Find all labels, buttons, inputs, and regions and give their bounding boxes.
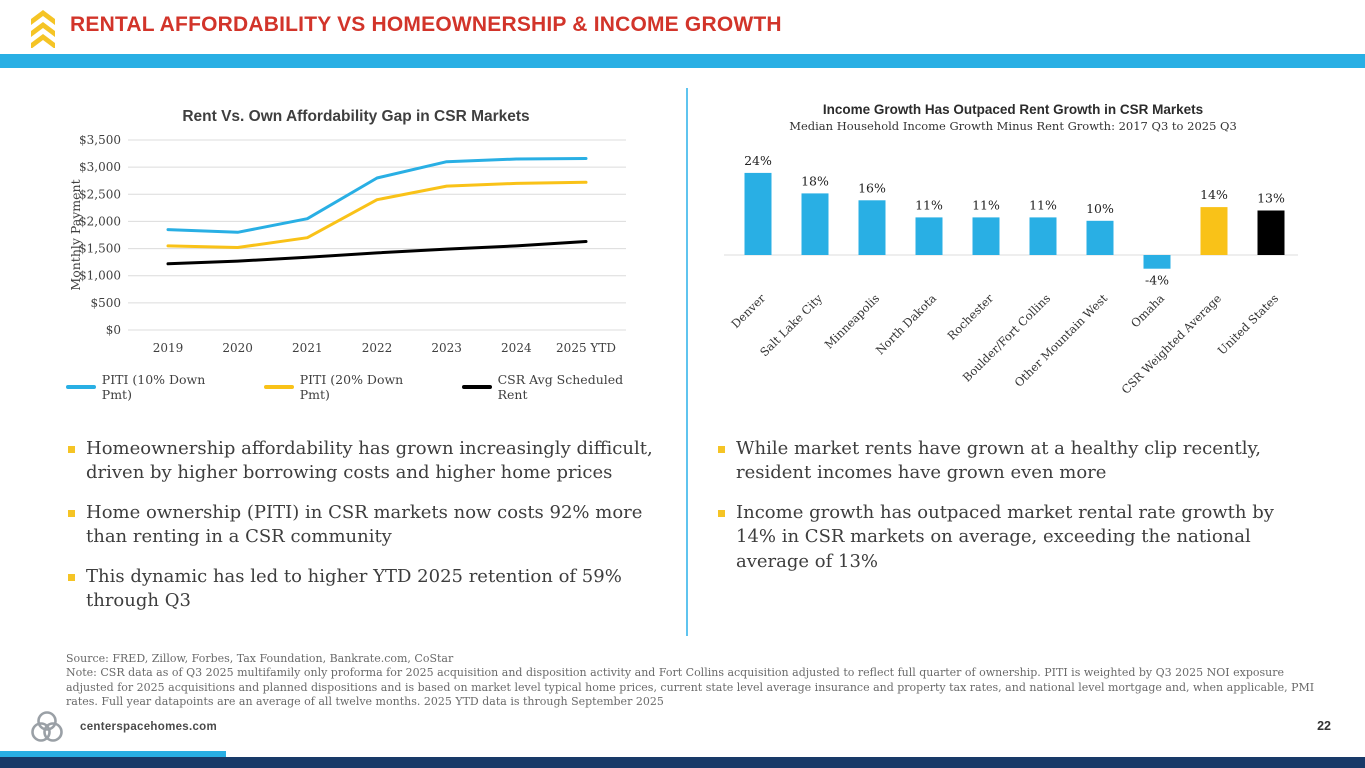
line-chart-canvas: $0 $500 $1,000 $1,500 $2,000 $2,500 $3,000 $3,5… [68,133,626,355]
bullet-item: Homeownership affordability has grown in… [68,437,653,486]
y-tick-label: $2,000 [79,214,121,228]
y-tick-label: $1,500 [79,242,121,256]
bullet-marker-icon [718,446,725,453]
line-chart: Rent Vs. Own Affordability Gap in CSR Ma… [66,108,646,402]
bar-category-label: Other Mountain West [1012,291,1111,390]
bullet-item: Home ownership (PITI) in CSR markets now… [68,501,653,550]
bullet-list-right: While market rents have grown at a healt… [718,437,1303,589]
legend-label: PITI (20% Down Pmt) [299,372,404,402]
bar-category-label: North Dakota [873,291,939,357]
page-title: RENTAL AFFORDABILITY VS HOMEOWNERSHIP & … [70,13,782,36]
bullet-marker-icon [68,573,75,581]
bar-chart-title: Income Growth Has Outpaced Rent Growth i… [822,102,1204,117]
centerspace-logo-icon [31,711,63,742]
bar [801,193,829,255]
bar-chart-subtitle: Median Household Income Growth Minus Ren… [789,119,1237,133]
legend-item: PITI (10% Down Pmt) [66,372,230,402]
bullet-text: While market rents have grown at a healt… [736,438,1261,484]
legend-item: PITI (20% Down Pmt) [263,372,428,402]
y-tick-label: $3,500 [79,133,121,147]
x-tick-label: 2024 [501,341,532,355]
x-tick-label: 2019 [153,341,184,355]
source-line: Source: FRED, Zillow, Forbes, Tax Founda… [66,652,454,665]
bullet-text: Home ownership (PITI) in CSR markets now… [86,501,643,548]
page-number: 22 [1317,719,1331,733]
bar [858,200,886,255]
bullet-marker-icon [68,509,75,517]
bar-value-label: 10% [1086,201,1114,216]
bar-value-label: 11% [1029,197,1057,212]
bullet-list-left: Homeownership affordability has grown in… [68,437,653,629]
bar [972,217,1000,255]
bar [1029,217,1057,255]
header-accent-band [0,54,1365,68]
bar-value-label: 11% [972,197,1000,212]
x-tick-label: 2020 [222,341,253,355]
legend-swatch [66,385,96,389]
brand-chevrons-icon [31,10,55,48]
bullet-text: Homeownership affordability has grown in… [86,438,653,484]
y-axis-title: Monthly Payment [68,179,83,290]
bullet-item: While market rents have grown at a healt… [718,437,1303,486]
legend-label: CSR Avg Scheduled Rent [497,372,624,402]
legend-swatch [263,385,294,389]
bar-category-label: Rochester [944,291,996,343]
x-tick-label: 2025 YTD [556,341,616,355]
bar-value-label: 13% [1257,191,1285,206]
vertical-divider [686,88,688,636]
series-line [166,240,588,266]
bar-value-label: 14% [1200,187,1228,202]
bar [1143,255,1171,269]
bar-category-label: CSR Weighted Average [1119,291,1225,397]
bar-value-label: 16% [858,180,886,195]
bullet-item: Income growth has outpaced market rental… [718,501,1303,574]
header-bar: RENTAL AFFORDABILITY VS HOMEOWNERSHIP & … [0,0,1365,54]
x-tick-label: 2021 [292,341,323,355]
line-chart-legend: PITI (10% Down Pmt) PITI (20% Down Pmt) CS… [66,372,646,402]
bar [1200,207,1228,255]
bottom-accent-cyan [0,751,226,757]
bullet-marker-icon [718,509,725,517]
bar-value-label: 24% [744,153,772,168]
note-line: Note: CSR data as of Q3 2025 multifamily… [66,666,1315,708]
bar-value-label: 11% [915,197,943,212]
series-line [166,157,588,234]
bar [915,217,943,255]
series-line [166,180,588,249]
bar [744,172,772,255]
bullet-item: This dynamic has led to higher YTD 2025 … [68,565,653,614]
bar-chart: Income Growth Has Outpaced Rent Growth i… [706,102,1320,403]
legend-label: PITI (10% Down Pmt) [101,372,206,402]
bar-category-label: Minneapolis [822,291,883,352]
y-tick-label: $0 [106,323,121,337]
x-tick-label: 2022 [362,341,393,355]
bar [1086,220,1114,255]
bullet-text: Income growth has outpaced market rental… [736,501,1274,572]
bar-category-label: United States [1215,291,1281,357]
bar-value-label: -4% [1145,273,1169,288]
bullet-text: This dynamic has led to higher YTD 2025 … [86,565,622,612]
bar-value-label: 18% [801,173,829,188]
legend-item: CSR Avg Scheduled Rent [461,372,646,402]
y-tick-label: $2,500 [79,187,121,201]
y-tick-label: $1,000 [79,269,121,283]
legend-swatch [461,385,492,389]
y-tick-label: $500 [90,296,121,310]
line-chart-title: Rent Vs. Own Affordability Gap in CSR Ma… [182,108,530,125]
bar-category-label: Denver [728,291,768,331]
x-tick-label: 2023 [431,341,462,355]
website-label: centerspacehomes.com [80,721,218,733]
footnotes: Source: FRED, Zillow, Forbes, Tax Founda… [66,652,1316,709]
bar [1257,210,1285,255]
bullet-marker-icon [68,446,75,453]
y-tick-label: $3,000 [79,160,121,174]
bar-category-label: Omaha [1128,291,1167,330]
bottom-accent-navy [0,757,1365,768]
